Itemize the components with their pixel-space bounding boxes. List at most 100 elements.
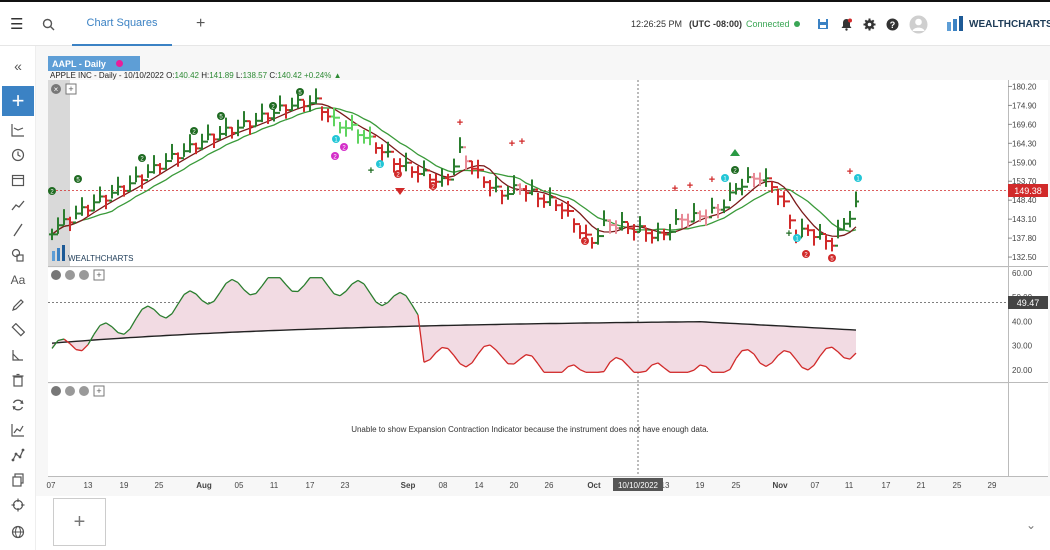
oscillator-line-segment — [831, 346, 839, 353]
oscillator-line-segment — [705, 366, 713, 373]
trash-icon[interactable] — [0, 370, 36, 390]
gear-icon[interactable] — [863, 2, 876, 46]
signal-count: 2 — [804, 253, 808, 259]
price-tick-label: 180.20 — [1012, 82, 1037, 91]
oscillator-line-segment — [579, 369, 587, 373]
clock-icon[interactable] — [0, 145, 36, 165]
date-tick-label: 19 — [696, 481, 705, 490]
signal-count: 2 — [333, 155, 337, 161]
add-indicator-button[interactable]: + — [2, 86, 34, 116]
oscillator-line-segment — [663, 367, 671, 373]
watermark-text: WEALTHCHARTS — [68, 254, 134, 263]
open-label: O: — [166, 71, 175, 80]
signal-count: 1 — [795, 237, 799, 243]
oscillator-line-segment — [123, 328, 131, 335]
oscillator-line-segment — [333, 293, 341, 297]
signal-count: 1 — [334, 138, 338, 144]
signal-plus: + — [786, 228, 792, 240]
oscillator-line-segment — [129, 318, 137, 330]
expand-down-icon[interactable]: ⌄ — [1026, 518, 1037, 532]
oscillator-pane-controls[interactable]: + — [51, 269, 105, 281]
osc-tick-label: 20.00 — [1012, 366, 1033, 375]
oscillator-line-segment — [627, 365, 635, 373]
user-avatar-icon[interactable] — [909, 2, 928, 46]
chart-watermark: WEALTHCHARTS — [52, 245, 134, 263]
oscillator-line-segment — [153, 308, 161, 316]
indicators-icon[interactable] — [0, 120, 36, 140]
oscillator-line-segment — [117, 331, 125, 335]
search-icon[interactable] — [42, 2, 55, 46]
tab-chart-squares[interactable]: Chart Squares — [72, 2, 172, 46]
oscillator-line-segment — [207, 300, 215, 305]
pencil-icon[interactable] — [0, 295, 36, 315]
signal-dot — [331, 152, 339, 160]
chart-area[interactable]: 2 5 2 2 5 2 5 1 2 2 1 2 2 2 2 1 1 2 5 1 + + + + + + + + + 180.20 174.… — [36, 46, 1050, 496]
oscillator-line-segment — [573, 364, 581, 371]
nodes-icon[interactable] — [0, 445, 36, 465]
high-value: 141.89 — [209, 71, 234, 80]
oscillator-line-segment — [411, 304, 419, 316]
date-tick-label: 11 — [845, 481, 854, 490]
price-pane-controls[interactable]: × + — [51, 83, 77, 95]
svg-text:+: + — [96, 386, 101, 396]
oscillator-line-segment — [231, 278, 239, 284]
oscillator-line-segment — [327, 285, 335, 295]
angle-icon[interactable] — [0, 345, 36, 365]
chart-icon[interactable] — [0, 420, 36, 440]
signal-plus: + — [457, 117, 463, 129]
signal-dot — [138, 154, 146, 162]
signal-dot — [802, 250, 810, 258]
symbol-badge[interactable]: AAPL - Daily — [48, 56, 140, 71]
sync-icon[interactable] — [0, 395, 36, 415]
oscillator-line-segment — [141, 305, 149, 310]
oscillator-line-segment — [723, 368, 731, 373]
date-tick-label: 23 — [341, 481, 350, 490]
add-chart-button[interactable]: + — [53, 498, 106, 546]
oscillator-line-segment — [147, 305, 155, 310]
save-icon[interactable] — [817, 2, 829, 46]
svg-text:?: ? — [890, 20, 896, 30]
osc-tick-label: 30.00 — [1012, 342, 1033, 351]
menu-icon[interactable]: ☰ — [10, 16, 24, 33]
date-tick-label: Nov — [772, 481, 788, 490]
timezone-label[interactable]: (UTC -08:00) — [689, 19, 743, 29]
oscillator-line-segment — [747, 349, 755, 355]
ruler-icon[interactable] — [0, 320, 36, 340]
osc-value-badge-bg — [1008, 296, 1048, 309]
oscillator-line-segment — [447, 348, 455, 356]
date-tick-label: 25 — [155, 481, 164, 490]
target-icon[interactable] — [0, 495, 36, 515]
oscillator-line-segment — [99, 322, 107, 327]
oscillator-line-segment — [561, 366, 569, 373]
signal-dot — [581, 237, 589, 245]
price-tick-label: 164.30 — [1012, 139, 1037, 148]
brand-logo-mark — [947, 16, 963, 31]
last-price-badge: 149.38 — [1014, 186, 1042, 196]
help-icon[interactable]: ? — [886, 2, 899, 46]
add-tab-button[interactable]: + — [196, 15, 206, 32]
oscillator-line-segment — [417, 314, 425, 363]
oscillator-line-segment — [651, 362, 659, 366]
alert-bell-icon[interactable] — [840, 2, 853, 46]
ohlc-readout: APPLE INC - Daily - 10/10/2022 O:140.42 … — [50, 71, 342, 80]
signal-dot — [48, 187, 56, 195]
signal-plus: + — [687, 180, 693, 192]
layers-icon[interactable] — [0, 470, 36, 490]
shapes-icon[interactable] — [0, 245, 36, 265]
expansion-pane-controls[interactable]: + — [51, 385, 105, 397]
line-tool-icon[interactable] — [0, 220, 36, 240]
date-tick-label: Sep — [401, 481, 416, 490]
oscillator-line-segment — [753, 353, 761, 364]
trend-icon[interactable] — [0, 195, 36, 215]
oscillator-line-segment — [339, 290, 347, 297]
date-tick-label: 21 — [917, 481, 926, 490]
oscillator-line-segment — [171, 303, 179, 315]
oscillator-line-segment — [765, 362, 773, 367]
collapse-icon[interactable]: « — [14, 58, 22, 74]
drawing-toolbar: « + Aa — [0, 46, 36, 550]
text-tool-icon[interactable]: Aa — [10, 273, 26, 287]
oscillator-line-segment — [243, 289, 251, 296]
globe-icon[interactable] — [0, 522, 36, 542]
calendar-icon[interactable] — [0, 170, 36, 190]
